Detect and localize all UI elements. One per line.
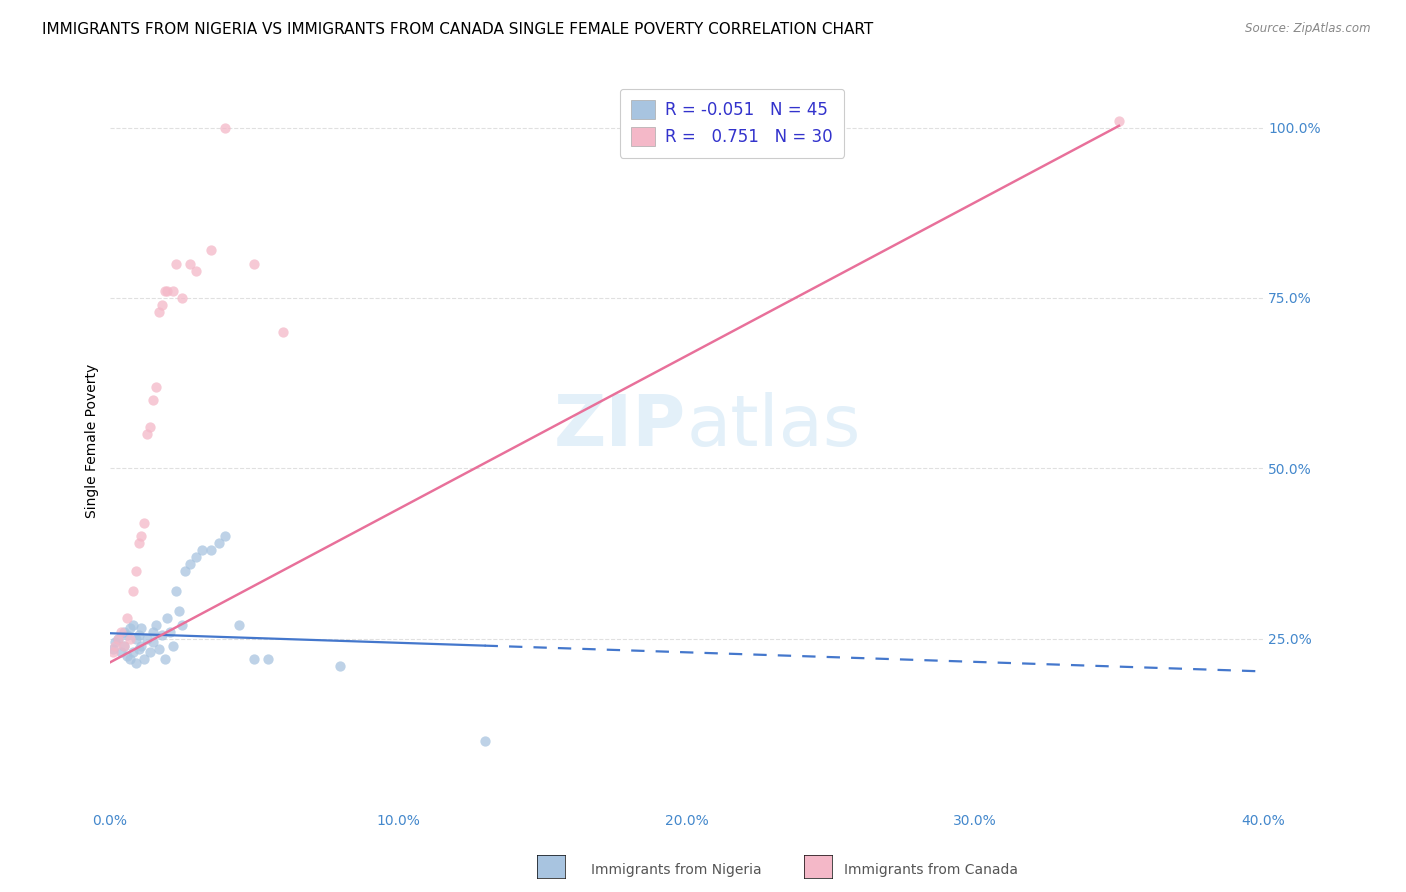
Point bbox=[131, 529, 153, 543]
Point bbox=[136, 632, 159, 646]
Point bbox=[148, 641, 170, 656]
Text: Immigrants from Nigeria: Immigrants from Nigeria bbox=[591, 863, 761, 877]
Text: Source: ZipAtlas.com: Source: ZipAtlas.com bbox=[1246, 22, 1371, 36]
Point bbox=[104, 635, 127, 649]
Point bbox=[145, 379, 167, 393]
Point bbox=[142, 635, 165, 649]
Point bbox=[124, 632, 146, 646]
Point bbox=[162, 639, 184, 653]
Point bbox=[243, 652, 266, 666]
Point bbox=[107, 632, 129, 646]
Point bbox=[179, 557, 201, 571]
Point bbox=[139, 645, 162, 659]
Point bbox=[153, 284, 176, 298]
Point bbox=[101, 645, 124, 659]
Point bbox=[156, 284, 179, 298]
Point bbox=[115, 648, 138, 663]
Point bbox=[257, 652, 280, 666]
Point bbox=[107, 632, 129, 646]
Point bbox=[131, 622, 153, 636]
Text: ZIP: ZIP bbox=[554, 392, 686, 461]
Point bbox=[124, 564, 146, 578]
Point bbox=[162, 284, 184, 298]
Point bbox=[118, 622, 141, 636]
Point bbox=[112, 639, 135, 653]
Point bbox=[121, 618, 143, 632]
Point bbox=[186, 549, 208, 564]
Point bbox=[104, 639, 127, 653]
Point bbox=[474, 734, 496, 748]
Point bbox=[165, 257, 187, 271]
Point bbox=[150, 628, 173, 642]
Point bbox=[208, 536, 231, 550]
Point bbox=[101, 641, 124, 656]
Point bbox=[115, 611, 138, 625]
Point bbox=[200, 543, 222, 558]
Point bbox=[186, 263, 208, 277]
Point bbox=[128, 628, 150, 642]
Y-axis label: Single Female Poverty: Single Female Poverty bbox=[86, 364, 100, 518]
Point bbox=[1108, 113, 1130, 128]
Point bbox=[115, 628, 138, 642]
Text: atlas: atlas bbox=[686, 392, 860, 461]
Point bbox=[110, 645, 132, 659]
Point bbox=[142, 624, 165, 639]
Point bbox=[170, 291, 193, 305]
Point bbox=[128, 536, 150, 550]
Point bbox=[173, 564, 195, 578]
Point bbox=[112, 639, 135, 653]
Point bbox=[118, 632, 141, 646]
Point bbox=[167, 604, 190, 618]
Point bbox=[121, 645, 143, 659]
Point bbox=[214, 529, 236, 543]
Text: Immigrants from Canada: Immigrants from Canada bbox=[844, 863, 1018, 877]
Point bbox=[200, 243, 222, 257]
Point bbox=[228, 618, 250, 632]
Point bbox=[121, 584, 143, 599]
Point bbox=[112, 624, 135, 639]
Point bbox=[329, 659, 352, 673]
Point bbox=[134, 652, 156, 666]
Point bbox=[118, 652, 141, 666]
Point bbox=[128, 641, 150, 656]
Point bbox=[179, 257, 201, 271]
Point bbox=[271, 325, 294, 339]
Point bbox=[124, 656, 146, 670]
Point bbox=[145, 618, 167, 632]
Point bbox=[170, 618, 193, 632]
Text: IMMIGRANTS FROM NIGERIA VS IMMIGRANTS FROM CANADA SINGLE FEMALE POVERTY CORRELAT: IMMIGRANTS FROM NIGERIA VS IMMIGRANTS FR… bbox=[42, 22, 873, 37]
Legend: R = -0.051   N = 45, R =   0.751   N = 30: R = -0.051 N = 45, R = 0.751 N = 30 bbox=[620, 88, 844, 158]
Point bbox=[142, 393, 165, 408]
Point bbox=[136, 427, 159, 442]
Point bbox=[159, 624, 181, 639]
Point bbox=[148, 304, 170, 318]
Point bbox=[139, 420, 162, 434]
Point bbox=[156, 611, 179, 625]
Point bbox=[165, 584, 187, 599]
Point bbox=[191, 543, 214, 558]
Point bbox=[131, 639, 153, 653]
Point bbox=[110, 624, 132, 639]
Point bbox=[243, 257, 266, 271]
Point bbox=[153, 652, 176, 666]
Point bbox=[134, 516, 156, 530]
Point bbox=[214, 120, 236, 135]
Point bbox=[150, 298, 173, 312]
